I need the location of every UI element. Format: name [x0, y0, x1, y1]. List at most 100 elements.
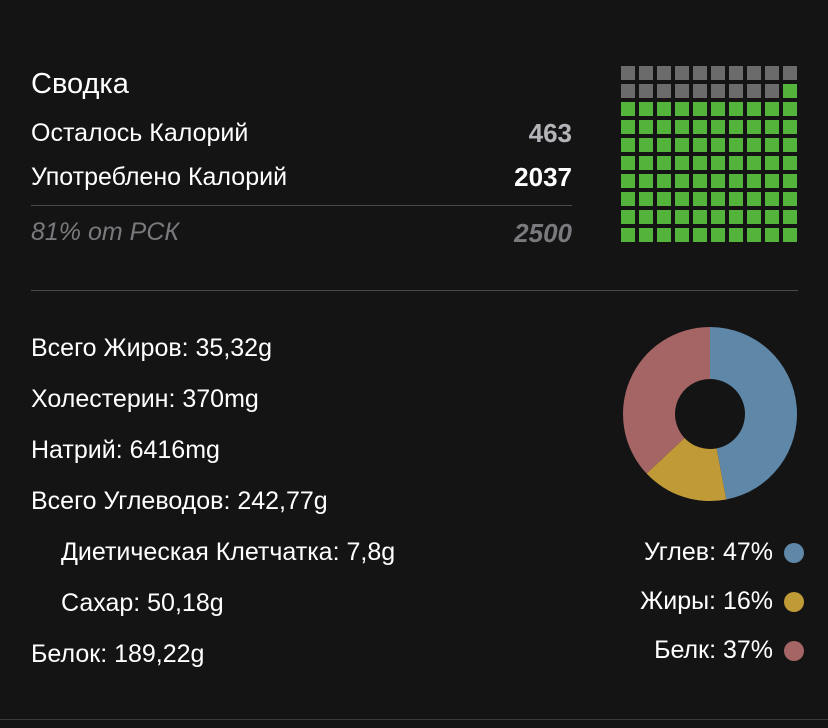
- grid-cell-filled: [747, 210, 761, 224]
- donut-slice-protein: [623, 327, 710, 474]
- grid-cell-filled: [765, 120, 779, 134]
- nutrient-sodium: Натрий: 6416mg: [31, 436, 220, 464]
- grid-cell-filled: [621, 138, 635, 152]
- legend-protein-dot: [784, 640, 804, 661]
- bottom-divider: [0, 719, 828, 720]
- grid-cell-empty: [729, 84, 743, 98]
- nutrient-fiber: Диетическая Клетчатка: 7,8g: [61, 538, 396, 566]
- legend-protein-label: Белк: 37%: [654, 636, 773, 664]
- grid-cell-filled: [747, 228, 761, 242]
- grid-cell-filled: [639, 174, 653, 188]
- grid-cell-filled: [657, 102, 671, 116]
- grid-cell-empty: [711, 84, 725, 98]
- grid-cell-filled: [765, 138, 779, 152]
- grid-cell-filled: [675, 192, 689, 206]
- grid-cell-filled: [729, 228, 743, 242]
- grid-cell-filled: [621, 102, 635, 116]
- legend-carbs: Углев: 47%: [644, 538, 804, 567]
- grid-cell-filled: [765, 228, 779, 242]
- section-divider: [31, 290, 798, 291]
- grid-cell-filled: [693, 120, 707, 134]
- grid-cell-filled: [783, 192, 797, 206]
- grid-cell-filled: [783, 138, 797, 152]
- grid-cell-empty: [729, 66, 743, 80]
- grid-cell-empty: [783, 66, 797, 80]
- legend-protein: Белк: 37%: [654, 636, 804, 665]
- grid-cell-filled: [639, 210, 653, 224]
- remaining-calories-value: 463: [528, 118, 572, 148]
- legend-carbs-dot: [784, 542, 804, 563]
- grid-cell-filled: [621, 120, 635, 134]
- summary-divider: [31, 205, 572, 206]
- grid-cell-filled: [675, 174, 689, 188]
- grid-cell-filled: [729, 156, 743, 170]
- grid-cell-empty: [621, 84, 635, 98]
- grid-cell-filled: [657, 174, 671, 188]
- grid-cell-filled: [711, 228, 725, 242]
- grid-cell-filled: [639, 138, 653, 152]
- grid-cell-empty: [639, 66, 653, 80]
- grid-cell-filled: [621, 156, 635, 170]
- grid-cell-filled: [693, 102, 707, 116]
- grid-cell-filled: [657, 156, 671, 170]
- grid-cell-filled: [621, 192, 635, 206]
- grid-cell-empty: [711, 66, 725, 80]
- grid-cell-filled: [747, 192, 761, 206]
- grid-cell-filled: [693, 228, 707, 242]
- grid-cell-filled: [783, 156, 797, 170]
- grid-cell-filled: [693, 174, 707, 188]
- grid-cell-empty: [765, 66, 779, 80]
- donut-slice-fat: [646, 437, 727, 501]
- grid-cell-filled: [639, 102, 653, 116]
- grid-cell-filled: [621, 210, 635, 224]
- grid-cell-filled: [783, 120, 797, 134]
- grid-cell-filled: [729, 192, 743, 206]
- grid-cell-filled: [765, 156, 779, 170]
- legend-fat-dot: [784, 591, 804, 612]
- grid-cell-filled: [783, 84, 797, 98]
- grid-cell-filled: [729, 120, 743, 134]
- grid-cell-filled: [693, 156, 707, 170]
- grid-cell-filled: [657, 120, 671, 134]
- grid-cell-filled: [765, 174, 779, 188]
- grid-cell-filled: [783, 210, 797, 224]
- grid-cell-filled: [711, 156, 725, 170]
- grid-cell-filled: [639, 192, 653, 206]
- macros-donut-chart: [623, 327, 797, 501]
- legend-carbs-label: Углев: 47%: [643, 538, 773, 566]
- legend-fat: Жиры: 16%: [640, 587, 804, 616]
- grid-cell-filled: [675, 120, 689, 134]
- grid-cell-filled: [729, 210, 743, 224]
- grid-cell-empty: [621, 66, 635, 80]
- grid-cell-filled: [693, 210, 707, 224]
- grid-cell-filled: [621, 174, 635, 188]
- grid-cell-filled: [711, 120, 725, 134]
- grid-cell-filled: [657, 210, 671, 224]
- consumed-calories-value: 2037: [514, 162, 572, 192]
- grid-cell-empty: [657, 84, 671, 98]
- grid-cell-filled: [747, 156, 761, 170]
- grid-cell-filled: [747, 138, 761, 152]
- grid-cell-empty: [639, 84, 653, 98]
- grid-cell-filled: [729, 102, 743, 116]
- grid-cell-empty: [657, 66, 671, 80]
- grid-cell-filled: [693, 192, 707, 206]
- grid-cell-filled: [747, 102, 761, 116]
- grid-cell-filled: [765, 192, 779, 206]
- grid-cell-filled: [747, 120, 761, 134]
- remaining-calories-label: Осталось Калорий: [31, 119, 249, 147]
- grid-cell-empty: [747, 66, 761, 80]
- grid-cell-empty: [693, 84, 707, 98]
- grid-cell-filled: [711, 210, 725, 224]
- grid-cell-filled: [765, 210, 779, 224]
- summary-title: Сводка: [31, 68, 129, 100]
- grid-cell-filled: [657, 138, 671, 152]
- grid-cell-filled: [747, 174, 761, 188]
- grid-cell-filled: [657, 192, 671, 206]
- consumed-calories-label: Употреблено Калорий: [31, 163, 288, 191]
- grid-cell-filled: [783, 228, 797, 242]
- grid-cell-empty: [675, 84, 689, 98]
- grid-cell-filled: [711, 138, 725, 152]
- grid-cell-empty: [693, 66, 707, 80]
- grid-cell-filled: [711, 102, 725, 116]
